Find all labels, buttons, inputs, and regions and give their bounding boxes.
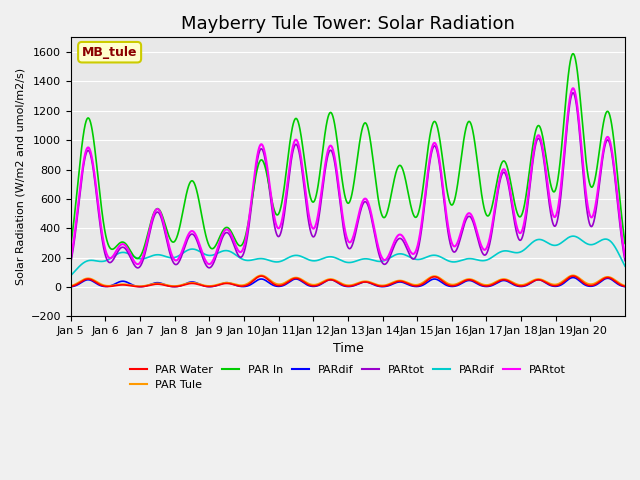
Text: MB_tule: MB_tule [82, 46, 138, 59]
Y-axis label: Solar Radiation (W/m2 and umol/m2/s): Solar Radiation (W/m2 and umol/m2/s) [15, 68, 25, 286]
X-axis label: Time: Time [333, 342, 364, 355]
Title: Mayberry Tule Tower: Solar Radiation: Mayberry Tule Tower: Solar Radiation [181, 15, 515, 33]
Legend: PAR Water, PAR Tule, PAR In, PARdif, PARtot, PARdif, PARtot: PAR Water, PAR Tule, PAR In, PARdif, PAR… [125, 360, 570, 395]
